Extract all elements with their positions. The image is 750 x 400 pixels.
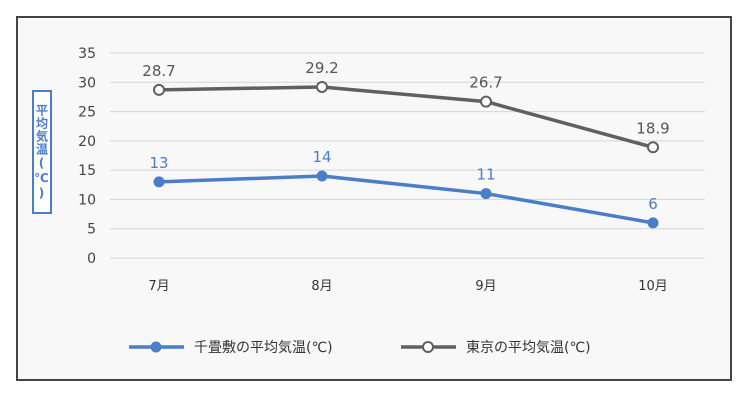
x-tick-label: 8月 [311,279,332,294]
y-tick-label: 5 [87,222,96,238]
series-line [158,174,654,225]
data-point [153,83,165,96]
x-axis-ticks: 7月 8月 9月 10月 [148,279,667,294]
data-label: 13 [149,154,168,172]
data-label: 6 [648,195,658,213]
data-label: 14 [312,148,331,166]
y-tick-label: 25 [78,105,96,121]
data-label: 28.7 [142,62,175,80]
x-tick-label: 7月 [148,279,169,294]
data-label: 26.7 [469,74,502,92]
y-tick-label: 20 [78,134,96,150]
y-axis-label: 平均気温(℃) [34,103,49,201]
data-point [480,188,492,200]
series-lines [158,85,654,225]
gridlines [110,52,705,259]
series-points [153,80,659,229]
data-label: 29.2 [305,59,338,77]
data-label: 11 [476,166,495,184]
y-axis-label-box: 平均気温(℃) [32,90,52,214]
y-tick-label: 35 [78,46,96,62]
y-tick-label: 0 [87,251,96,267]
y-tick-label: 30 [78,75,96,91]
legend-marker [422,341,434,353]
legend: 千畳敷の平均気温(℃) 東京の平均気温(℃) [129,340,591,356]
legend-marker [150,341,162,353]
data-point [316,80,328,93]
y-axis-ticks: 0 5 10 15 20 25 30 35 [78,46,96,267]
legend-label: 千畳敷の平均気温(℃) [194,340,333,356]
x-tick-label: 10月 [638,279,668,294]
data-labels: 13 14 11 6 28.7 29.2 26.7 18.9 [142,59,669,213]
data-point [647,141,659,154]
y-tick-label: 15 [78,163,96,179]
data-point [480,95,492,108]
x-tick-label: 9月 [475,279,496,294]
data-point [316,170,328,182]
legend-label: 東京の平均気温(℃) [466,340,591,356]
chart-frame [16,16,732,381]
data-point [647,217,659,229]
data-point [153,176,165,188]
data-label: 18.9 [636,119,669,137]
series-line [158,85,654,149]
y-tick-label: 10 [78,192,96,208]
